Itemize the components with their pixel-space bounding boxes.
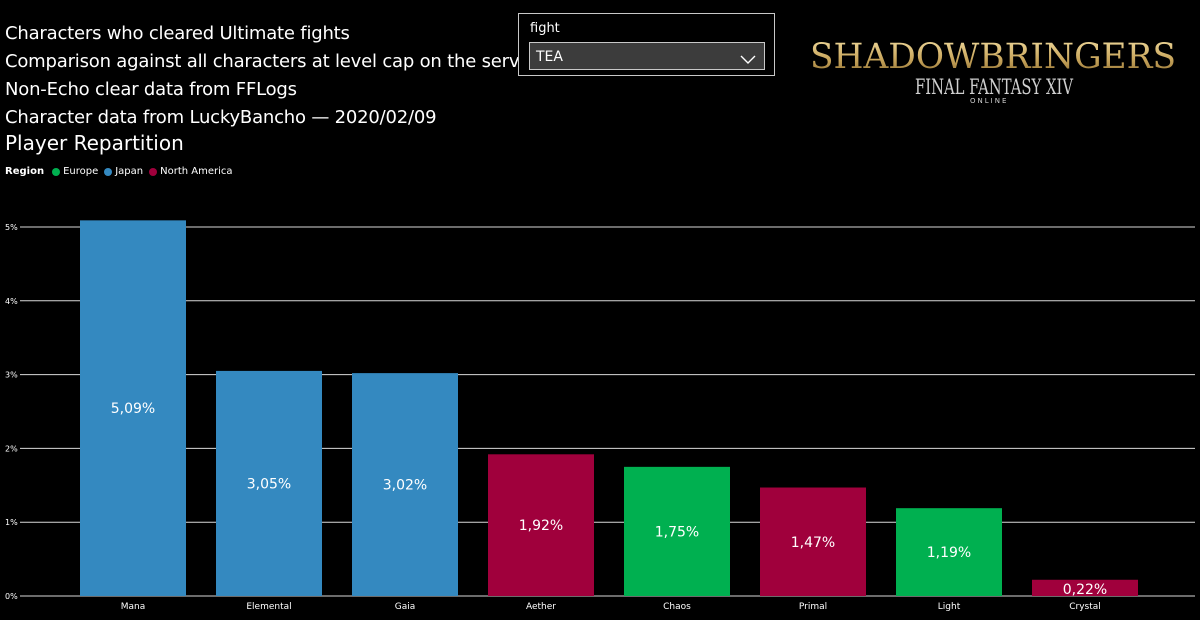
x-tick-label: Elemental — [246, 602, 291, 612]
slicer-label: fight — [530, 21, 560, 36]
y-tick-label: 1% — [5, 518, 18, 527]
legend: Region Europe Japan North America — [5, 166, 235, 177]
y-tick-label: 5% — [5, 223, 18, 232]
data-label: 3,05% — [247, 476, 291, 492]
chart-title: Player Repartition — [5, 131, 184, 155]
fight-dropdown[interactable]: TEA — [529, 42, 765, 70]
legend-title: Region — [5, 166, 45, 177]
bar[interactable] — [216, 370, 322, 596]
y-tick-label: 4% — [5, 297, 18, 306]
data-label: 1,19% — [927, 545, 971, 561]
legend-dot-north-america — [149, 167, 158, 176]
dropdown-selected-value: TEA — [536, 49, 563, 65]
header-line-1: Characters who cleared Ultimate fights — [5, 23, 350, 44]
bar[interactable] — [896, 508, 1002, 596]
bar[interactable] — [624, 466, 730, 596]
legend-dot-europe — [52, 167, 61, 176]
logo-sub-text: FINAL FANTASY XIV — [915, 75, 1074, 99]
shadowbringers-logo: SHADOWBRINGERS FINAL FANTASY XIV ONLINE — [810, 37, 1176, 104]
data-label: 1,92% — [519, 518, 563, 534]
header-line-2: Comparison against all characters at lev… — [5, 51, 538, 72]
bar[interactable] — [352, 373, 458, 596]
x-tick-label: Aether — [526, 602, 556, 612]
header-line-3: Non-Echo clear data from FFLogs — [5, 79, 297, 100]
x-tick-label: Mana — [121, 602, 146, 612]
bar[interactable] — [1032, 579, 1138, 596]
logo-main-text: SHADOWBRINGERS — [810, 37, 1176, 77]
legend-dot-japan — [104, 167, 113, 176]
data-label: 1,47% — [791, 535, 835, 551]
y-tick-label: 0% — [5, 592, 18, 601]
x-tick-label: Light — [938, 602, 961, 612]
x-tick-label: Crystal — [1069, 602, 1101, 612]
data-label: 5,09% — [111, 401, 155, 417]
x-tick-label: Gaia — [395, 602, 416, 612]
x-tick-label: Primal — [799, 602, 827, 612]
chevron-down-icon — [740, 50, 756, 69]
data-label: 0,22% — [1063, 582, 1107, 598]
header-line-4: Character data from LuckyBancho — 2020/0… — [5, 107, 437, 128]
legend-item-japan[interactable]: Japan — [104, 166, 143, 177]
legend-label-north-america: North America — [160, 166, 233, 177]
x-tick-label: Chaos — [663, 602, 691, 612]
legend-item-europe[interactable]: Europe — [52, 166, 98, 177]
data-label: 1,75% — [655, 524, 699, 540]
fight-slicer: fight TEA — [518, 13, 775, 76]
header-lines: Characters who cleared Ultimate fights C… — [5, 20, 538, 132]
legend-item-north-america[interactable]: North America — [149, 166, 233, 177]
bar[interactable] — [488, 454, 594, 596]
legend-label-japan: Japan — [115, 166, 144, 177]
bar[interactable] — [80, 220, 186, 596]
legend-label-europe: Europe — [63, 166, 99, 177]
logo-online-text: ONLINE — [970, 97, 1008, 104]
y-tick-label: 3% — [5, 371, 18, 380]
y-tick-label: 2% — [5, 444, 18, 453]
data-label: 3,02% — [383, 478, 427, 494]
bar[interactable] — [760, 487, 866, 596]
